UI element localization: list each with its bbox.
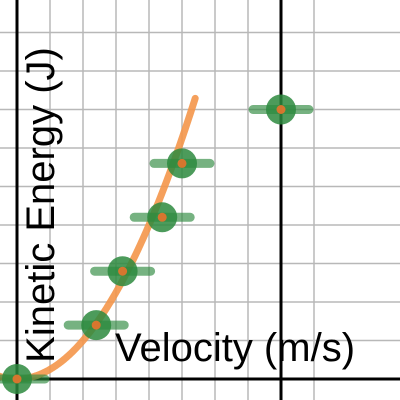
point-center [276, 105, 286, 114]
point-center [177, 158, 187, 168]
point-center [157, 212, 167, 222]
point-center [12, 374, 22, 384]
data-point [63, 310, 129, 341]
data-point [149, 148, 215, 179]
point-center [118, 266, 128, 276]
data-points-layer [0, 94, 314, 394]
point-center [91, 320, 101, 330]
data-point [90, 256, 156, 287]
data-point [248, 94, 314, 125]
data-point [129, 202, 195, 233]
y-axis-label: Kinetic Energy (J) [19, 47, 63, 363]
data-point [0, 364, 50, 394]
x-axis-label: Velocity (m/s) [115, 326, 355, 370]
